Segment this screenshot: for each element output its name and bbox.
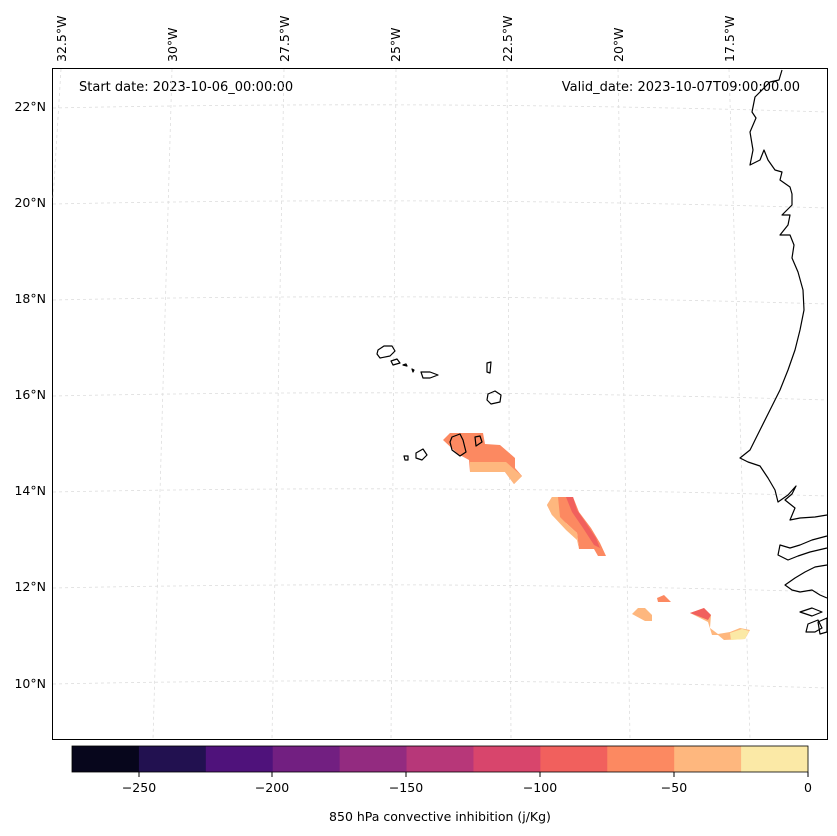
- lat-label: 14°N: [14, 483, 46, 498]
- colorbar-swatch: [607, 746, 675, 772]
- island-maio: [474, 435, 483, 447]
- gridline-lon-27.5: [271, 68, 285, 740]
- colorbar-swatch: [205, 746, 274, 772]
- cin-region-light: [470, 462, 522, 484]
- gridline-lat-12: [52, 584, 828, 593]
- cin-region-yellow: [730, 629, 749, 640]
- colorbar-swatch: [741, 746, 809, 772]
- gambia-coastline: [777, 535, 828, 561]
- colorbar-ticks: [138, 772, 809, 777]
- start-date-label: Start date: 2023-10-06_00:00:00: [79, 80, 293, 95]
- colorbar-tick-label: −250: [122, 780, 156, 795]
- colorbar-label: 850 hPa convective inhibition (j/Kg): [329, 809, 551, 824]
- gridline-lat-14: [52, 488, 828, 497]
- cin-field: [443, 433, 750, 640]
- island-sao-vicente: [390, 358, 401, 366]
- cin-region-orange: [657, 595, 671, 602]
- colorbar-swatch: [72, 746, 140, 772]
- gridline-lon-22.5: [506, 68, 512, 740]
- gridline-lat-22: [52, 104, 828, 113]
- lon-label: 20°W: [611, 27, 626, 62]
- lat-label: 10°N: [14, 676, 46, 691]
- bijagos-island: [817, 617, 828, 635]
- colorbar-tick-label: −50: [661, 780, 687, 795]
- colorbar-frame: [71, 745, 809, 773]
- map-panel: [52, 68, 828, 740]
- cin-region-red: [690, 608, 711, 620]
- coastlines: [376, 69, 828, 635]
- island-fogo: [415, 448, 428, 461]
- cin-region-light: [547, 497, 594, 549]
- island-islet: [411, 368, 415, 373]
- gridline-lat-20: [52, 200, 828, 209]
- lon-label: 22.5°W: [500, 16, 515, 62]
- gridline-lon-20: [617, 68, 631, 740]
- colorbar-tick-label: −100: [523, 780, 557, 795]
- island-sao-nicolau: [420, 371, 439, 379]
- colorbar-tick-label: 0: [804, 780, 812, 795]
- guinea-bissau-coastline: [784, 564, 828, 599]
- gridline-lat-16: [52, 392, 828, 401]
- colorbar-swatch: [272, 746, 341, 772]
- colorbar-swatch: [473, 746, 541, 772]
- latitude-labels: 22°N 20°N 18°N 16°N 14°N 12°N 10°N: [14, 99, 46, 691]
- colorbar-tick-label: −150: [389, 780, 423, 795]
- lat-label: 16°N: [14, 387, 46, 402]
- african-coastline: [739, 69, 828, 521]
- gridline-lon-17.5: [728, 68, 751, 740]
- island-brava: [403, 455, 409, 461]
- gridline-lat-18: [52, 296, 828, 305]
- gridline-lat-10: [52, 680, 828, 689]
- colorbar-tick-label: −200: [255, 780, 289, 795]
- valid-date-label: Valid_date: 2023-10-07T09:00:00.00: [562, 80, 800, 95]
- cin-region-orange: [547, 497, 606, 556]
- colorbar-swatch: [406, 746, 474, 772]
- colorbar: −250 −200 −150 −100 −50 0 850 hPa convec…: [71, 745, 812, 824]
- lon-label: 17.5°W: [722, 16, 737, 62]
- lat-label: 18°N: [14, 291, 46, 306]
- map-frame: [52, 68, 828, 740]
- cin-region-red: [566, 497, 600, 548]
- bijagos-island: [799, 607, 823, 617]
- island-santa-luzia: [402, 363, 408, 367]
- colorbar-swatches: [72, 746, 809, 772]
- lon-label: 25°W: [388, 27, 403, 62]
- colorbar-swatch: [540, 746, 608, 772]
- gridline-lon-30: [152, 68, 173, 740]
- island-sal: [486, 361, 492, 374]
- gridlines: [52, 68, 828, 740]
- island-santiago: [449, 433, 467, 457]
- colorbar-swatch: [138, 746, 207, 772]
- island-boa-vista: [486, 390, 502, 405]
- bijagos-island: [805, 619, 823, 633]
- lat-label: 20°N: [14, 195, 46, 210]
- gridline-lon-25: [390, 68, 397, 740]
- lon-label: 30°W: [165, 27, 180, 62]
- colorbar-swatch: [339, 746, 408, 772]
- lat-label: 12°N: [14, 579, 46, 594]
- island-santo-antao: [376, 345, 396, 359]
- lon-label: 27.5°W: [277, 16, 292, 62]
- cin-region-light: [632, 608, 652, 621]
- longitude-labels: 32.5°W 30°W 27.5°W 25°W 22.5°W 20°W 17.5…: [54, 16, 737, 62]
- lat-label: 22°N: [14, 99, 46, 114]
- lon-label: 32.5°W: [54, 16, 69, 62]
- colorbar-swatch: [674, 746, 742, 772]
- gridline-lon-32.5: [52, 68, 62, 201]
